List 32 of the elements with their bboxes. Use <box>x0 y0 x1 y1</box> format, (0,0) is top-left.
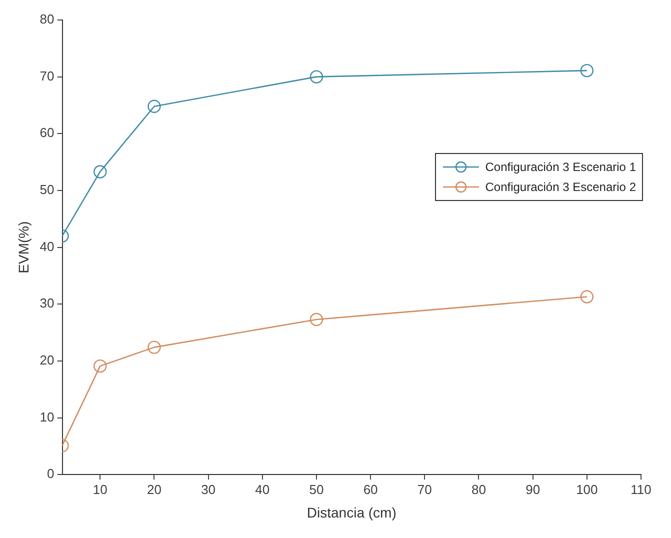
x-tick-label: 110 <box>630 482 652 497</box>
point <box>580 64 594 78</box>
y-tick-label: 40 <box>40 238 54 254</box>
x-tick-label: 30 <box>201 482 216 497</box>
x-axis-title: Distancia (cm) <box>306 504 396 520</box>
point <box>94 359 107 373</box>
legend-label: Configuración 3 Escenario 1 <box>485 160 636 174</box>
y-tick-label: 60 <box>40 125 54 140</box>
x-tick-label: 20 <box>146 482 162 497</box>
x-tick-label: 40 <box>255 482 270 497</box>
point <box>94 165 107 178</box>
point <box>310 70 324 84</box>
x-tick-label: 80 <box>472 482 486 497</box>
point <box>148 340 161 354</box>
y-tick-label: 20 <box>40 352 54 368</box>
x-tick-label: 50 <box>309 482 324 497</box>
y-axis-title: EVM(%) <box>15 221 32 274</box>
y-tick-label: 50 <box>40 182 54 198</box>
y-tick-label: 10 <box>40 409 54 424</box>
x-tick-label: 10 <box>92 482 108 497</box>
x-tick-label: 100 <box>576 482 598 497</box>
y-tick-label: 0 <box>47 466 54 482</box>
y-tick-label: 80 <box>40 12 54 27</box>
point <box>148 100 161 113</box>
y-tick-label: 70 <box>40 68 54 84</box>
point <box>310 312 324 326</box>
legend-label: Configuración 3 Escenario 2 <box>485 180 636 194</box>
point <box>580 290 594 304</box>
x-tick-label: 60 <box>363 482 378 497</box>
x-tick-label: 90 <box>526 482 540 497</box>
x-tick-label: 70 <box>417 482 432 497</box>
y-tick-label: 30 <box>40 296 54 311</box>
